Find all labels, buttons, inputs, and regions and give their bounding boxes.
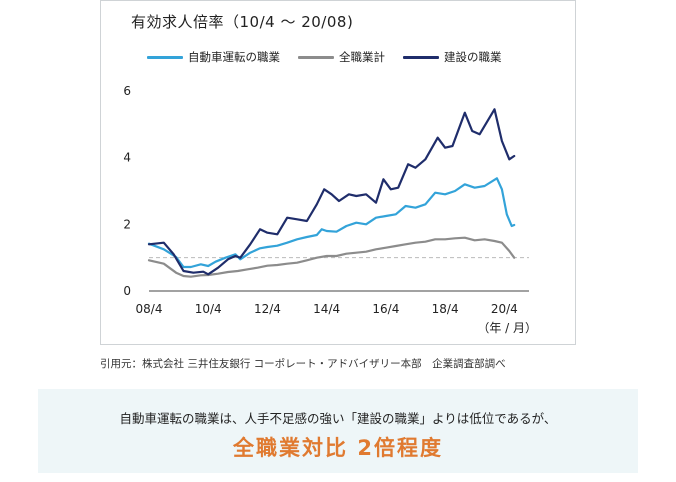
legend-label-construction: 建設の職業 [444,50,502,64]
x-tick-label: 10/4 [195,302,222,316]
legend-label-auto: 自動車運転の職業 [188,50,280,64]
x-tick-label: 18/4 [432,302,459,316]
legend-item-construction: 建設の職業 [403,49,502,65]
x-tick-label: 14/4 [313,302,340,316]
legend: 自動車運転の職業 全職業計 建設の職業 [147,49,502,65]
x-tick-label: 12/4 [254,302,281,316]
chart-title: 有効求人倍率（10/4 ～ 20/08) [131,13,354,31]
legend-label-all: 全職業計 [339,50,385,64]
note-highlight: 全職業対比 2倍程度 [233,436,443,460]
legend-swatch-all [298,55,334,59]
note-box: 自動車運転の職業は、人手不足感の強い「建設の職業」よりは低位であるが、 全職業対… [38,389,638,473]
x-tick-label: 08/4 [136,302,163,316]
series-line-2 [147,108,516,276]
y-tick-label: 0 [123,284,131,298]
y-tick-label: 2 [123,217,131,231]
legend-swatch-auto [147,55,183,59]
source-citation: 引用元：株式会社 三井住友銀行 コーポレート・アドバイザリー本部 企業調査部調べ [100,358,506,370]
x-tick-label: 20/4 [491,302,518,316]
series-line-1 [147,236,516,278]
legend-item-all: 全職業計 [298,49,385,65]
legend-item-auto: 自動車運転の職業 [147,49,280,65]
series-line-0 [147,177,516,269]
x-tick-label: 16/4 [372,302,399,316]
chart-card: 有効求人倍率（10/4 ～ 20/08) 自動車運転の職業 全職業計 建設の職業… [100,0,576,345]
y-tick-label: 6 [123,84,131,98]
chart-plot: 0 2 4 6 08/4 10/4 12/4 14/4 16/4 18/4 20/4 （年 / 月） [123,84,537,335]
note-text: 自動車運転の職業は、人手不足感の強い「建設の職業」よりは低位であるが、 [119,411,557,426]
x-unit-label: （年 / 月） [477,321,537,335]
legend-swatch-construction [403,55,439,59]
y-tick-label: 4 [123,151,131,165]
